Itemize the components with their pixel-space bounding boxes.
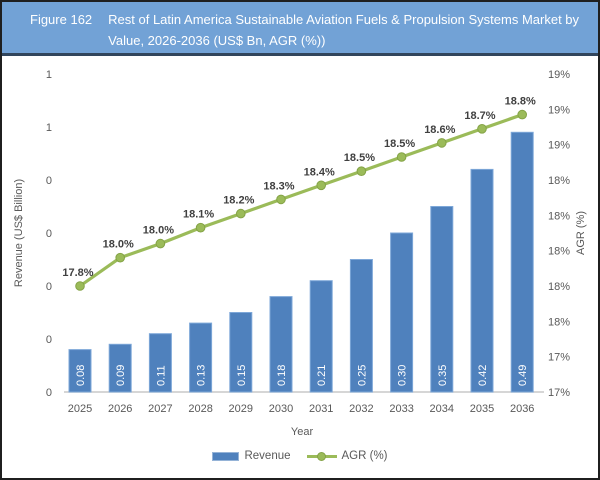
bar-value-label: 0.35: [437, 365, 449, 386]
bar-2033: [390, 232, 414, 393]
agr-marker-2029: [236, 208, 246, 219]
chart-legend: Revenue AGR (%): [2, 450, 598, 462]
agr-value-label: 18.0%: [103, 239, 134, 251]
left-axis-tick: 0: [46, 387, 52, 399]
agr-value-label: 18.5%: [344, 152, 375, 164]
x-axis-tick: 2028: [188, 403, 212, 415]
right-axis-tick: 19%: [548, 104, 570, 116]
agr-value-label: 18.8%: [505, 96, 536, 108]
left-axis-tick: 0: [46, 175, 52, 187]
bar-2026: [108, 343, 132, 393]
left-axis-tick: 1: [46, 69, 52, 81]
right-axis-tick: 19%: [548, 140, 570, 152]
right-axis-tick: 19%: [548, 69, 570, 81]
agr-value-label: 18.4%: [304, 166, 335, 178]
right-axis-tick: 18%: [548, 281, 570, 293]
agr-value-label: 18.6%: [424, 124, 455, 136]
bar-value-label: 0.11: [155, 365, 167, 386]
x-axis-tick: 2032: [349, 403, 373, 415]
bar-2030: [269, 296, 293, 393]
bar-value-label: 0.42: [477, 365, 489, 386]
bar-value-label: 0.13: [196, 365, 208, 386]
bar-2032: [349, 259, 373, 393]
right-axis-tick: 18%: [548, 316, 570, 328]
agr-marker-2036: [517, 109, 528, 120]
left-axis-tick: 0: [46, 281, 52, 293]
agr-line-swatch-icon: [306, 451, 337, 461]
left-axis-title: Revenue (US$ Billion): [13, 179, 25, 287]
bar-2034: [430, 206, 454, 393]
legend-label-revenue: Revenue: [244, 450, 291, 462]
bar-value-label: 0.09: [115, 365, 127, 386]
figure-header: Figure 162 Rest of Latin America Sustain…: [2, 2, 598, 56]
legend-label-agr: AGR (%): [341, 450, 388, 462]
agr-marker-2035: [477, 124, 487, 134]
bar-value-label: 0.30: [397, 365, 409, 386]
legend-item-revenue: Revenue: [212, 450, 291, 462]
bar-value-label: 0.18: [276, 365, 288, 386]
x-axis-tick: 2029: [229, 403, 253, 415]
x-axis-tick: 2033: [389, 403, 413, 415]
x-axis-tick: 2031: [309, 403, 333, 415]
agr-marker-2025: [75, 281, 85, 291]
figure-title: Rest of Latin America Sustainable Aviati…: [108, 9, 579, 51]
bar-2028: [189, 322, 213, 393]
bar-2031: [309, 280, 333, 393]
agr-value-label: 18.5%: [384, 138, 415, 150]
bar-2025: [68, 349, 92, 393]
x-axis-tick: 2034: [430, 403, 454, 415]
x-axis-tick: 2026: [108, 403, 132, 415]
agr-value-label: 17.8%: [62, 267, 93, 279]
legend-item-agr: AGR (%): [306, 450, 388, 462]
bar-value-label: 0.25: [356, 365, 368, 386]
figure-number: Figure 162: [30, 12, 93, 27]
right-axis-title: AGR (%): [575, 211, 587, 255]
figure-title-line1: Rest of Latin America Sustainable Aviati…: [108, 12, 580, 27]
agr-value-label: 18.1%: [183, 209, 214, 221]
bar-2036: [510, 131, 534, 393]
bar-value-label: 0.15: [236, 365, 248, 386]
x-axis-title: Year: [291, 426, 314, 438]
right-axis-tick: 18%: [548, 246, 570, 258]
agr-marker-2034: [437, 138, 447, 148]
bar-value-label: 0.49: [517, 365, 529, 386]
agr-value-label: 18.0%: [143, 225, 174, 237]
x-axis-tick: 2035: [470, 403, 494, 415]
right-axis-tick: 18%: [548, 210, 570, 222]
agr-marker-2030: [276, 194, 286, 205]
bar-value-label: 0.21: [316, 365, 328, 386]
agr-marker-2033: [396, 152, 407, 162]
agr-marker-2028: [195, 222, 206, 233]
bar-2029: [229, 312, 253, 393]
agr-value-label: 18.2%: [223, 195, 254, 207]
figure-title-line2: Value, 2026-2036 (US$ Bn, AGR (%)): [108, 33, 326, 48]
agr-marker-2026: [115, 252, 125, 263]
bar-2027: [148, 333, 172, 393]
right-axis-tick: 17%: [548, 352, 570, 364]
agr-line: [79, 113, 523, 288]
x-axis-tick: 2027: [148, 403, 172, 415]
left-axis-tick: 0: [46, 228, 52, 240]
x-axis-tick: 2030: [269, 403, 293, 415]
bar-2035: [470, 168, 494, 393]
right-axis-tick: 18%: [548, 175, 570, 187]
revenue-swatch-icon: [212, 451, 240, 461]
agr-marker-2032: [356, 166, 367, 176]
x-axis-tick: 2036: [510, 403, 534, 415]
x-axis-tick: 2025: [68, 403, 92, 415]
bar-value-label: 0.08: [75, 365, 87, 386]
left-axis-tick: 0: [46, 334, 52, 346]
right-axis-tick: 17%: [548, 387, 570, 399]
agr-marker-2027: [155, 238, 166, 249]
agr-marker-2031: [316, 180, 327, 191]
agr-value-label: 18.3%: [263, 180, 294, 192]
agr-value-label: 18.7%: [464, 110, 495, 122]
left-axis-tick: 1: [46, 122, 52, 134]
